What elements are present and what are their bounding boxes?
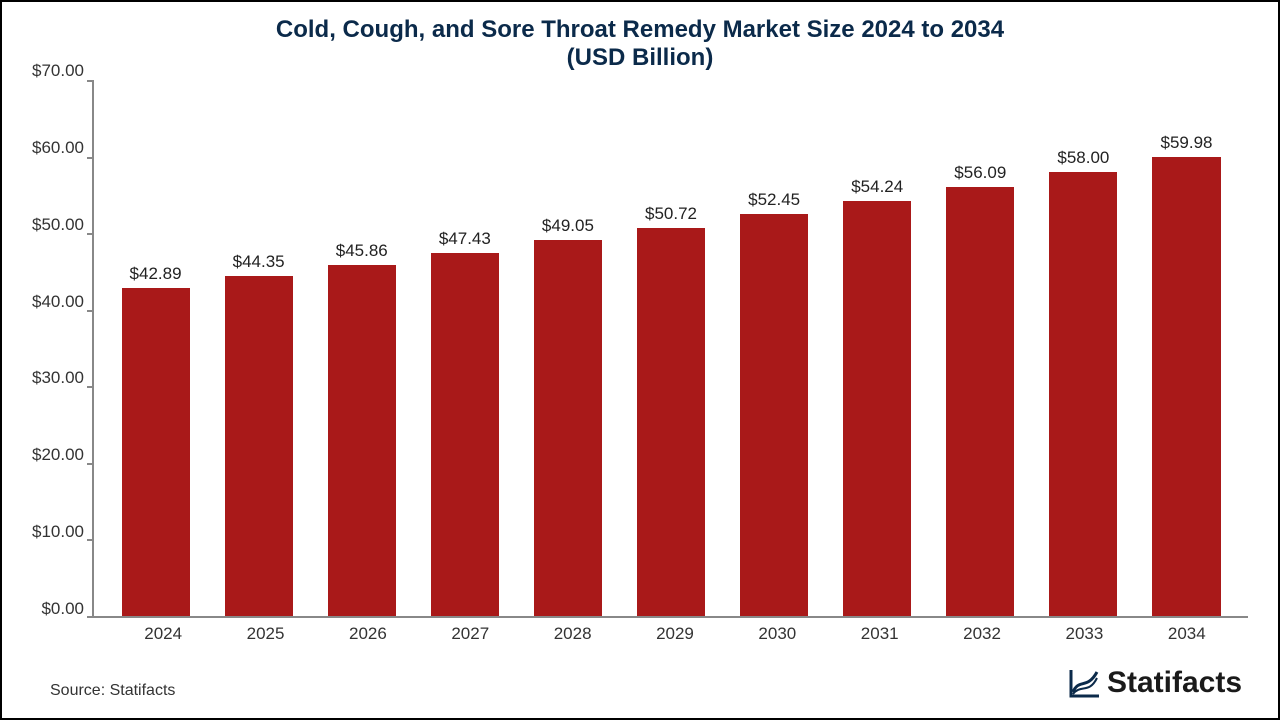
bar xyxy=(740,214,808,616)
title-line-2: (USD Billion) xyxy=(42,44,1238,72)
x-tick-label: 2028 xyxy=(521,624,623,644)
brand-logo: Statifacts xyxy=(1069,666,1242,700)
bar-slot: $45.86 xyxy=(310,80,413,616)
chart-frame: Cold, Cough, and Sore Throat Remedy Mark… xyxy=(0,0,1280,720)
bar-slot: $52.45 xyxy=(723,80,826,616)
bar-value-label: $44.35 xyxy=(233,252,285,272)
bar-slot: $56.09 xyxy=(929,80,1032,616)
bar-slot: $42.89 xyxy=(104,80,207,616)
bar-value-label: $42.89 xyxy=(130,264,182,284)
bar-value-label: $47.43 xyxy=(439,229,491,249)
brand-name: Statifacts xyxy=(1107,666,1242,700)
footer: Source: Statifacts Statifacts xyxy=(2,644,1278,718)
title-line-1: Cold, Cough, and Sore Throat Remedy Mark… xyxy=(42,16,1238,44)
bar-value-label: $54.24 xyxy=(851,177,903,197)
y-tick-mark xyxy=(87,539,94,541)
bar xyxy=(946,187,1014,616)
bar-value-label: $59.98 xyxy=(1160,133,1212,153)
y-tick-mark xyxy=(87,616,94,618)
y-axis: $70.00$60.00$50.00$40.00$30.00$20.00$10.… xyxy=(32,80,92,618)
x-tick-label: 2025 xyxy=(214,624,316,644)
statifacts-icon xyxy=(1069,668,1101,698)
bar xyxy=(534,240,602,616)
bar-slot: $50.72 xyxy=(619,80,722,616)
bar-value-label: $50.72 xyxy=(645,204,697,224)
x-tick-label: 2029 xyxy=(624,624,726,644)
x-tick-label: 2030 xyxy=(726,624,828,644)
y-tick-mark xyxy=(87,386,94,388)
bar-slot: $44.35 xyxy=(207,80,310,616)
bar xyxy=(637,228,705,616)
bar-value-label: $56.09 xyxy=(954,163,1006,183)
chart-title: Cold, Cough, and Sore Throat Remedy Mark… xyxy=(2,2,1278,76)
bar-slot: $47.43 xyxy=(413,80,516,616)
x-axis-labels: 2024202520262027202820292030203120322033… xyxy=(102,624,1248,644)
bar-value-label: $58.00 xyxy=(1057,148,1109,168)
bar-slot: $59.98 xyxy=(1135,80,1238,616)
bar-slot: $54.24 xyxy=(826,80,929,616)
bar xyxy=(1049,172,1117,616)
bar xyxy=(843,201,911,616)
bar xyxy=(431,253,499,616)
plot-region: $42.89 $44.35 $45.86 $47.43 $49.05 $50.72 $52.… xyxy=(92,80,1248,618)
x-axis: 2024202520262027202820292030203120322033… xyxy=(2,618,1278,644)
y-tick-mark xyxy=(87,80,94,82)
y-tick-mark xyxy=(87,310,94,312)
bar-value-label: $49.05 xyxy=(542,216,594,236)
x-tick-label: 2026 xyxy=(317,624,419,644)
bar-value-label: $45.86 xyxy=(336,241,388,261)
bar xyxy=(122,288,190,616)
y-tick-mark xyxy=(87,157,94,159)
bars-row: $42.89 $44.35 $45.86 $47.43 $49.05 $50.72 $52.… xyxy=(94,80,1248,616)
x-tick-label: 2027 xyxy=(419,624,521,644)
chart-area: $70.00$60.00$50.00$40.00$30.00$20.00$10.… xyxy=(2,76,1278,618)
bar-slot: $49.05 xyxy=(516,80,619,616)
x-axis-spacer xyxy=(32,624,102,644)
bar xyxy=(1152,157,1220,616)
x-tick-label: 2034 xyxy=(1136,624,1238,644)
bar xyxy=(225,276,293,616)
x-tick-label: 2033 xyxy=(1033,624,1135,644)
bar-value-label: $52.45 xyxy=(748,190,800,210)
bar-slot: $58.00 xyxy=(1032,80,1135,616)
x-tick-label: 2032 xyxy=(931,624,1033,644)
y-tick-mark xyxy=(87,233,94,235)
x-tick-label: 2024 xyxy=(112,624,214,644)
x-tick-label: 2031 xyxy=(829,624,931,644)
bar xyxy=(328,265,396,616)
y-tick-mark xyxy=(87,463,94,465)
source-text: Source: Statifacts xyxy=(50,682,175,700)
